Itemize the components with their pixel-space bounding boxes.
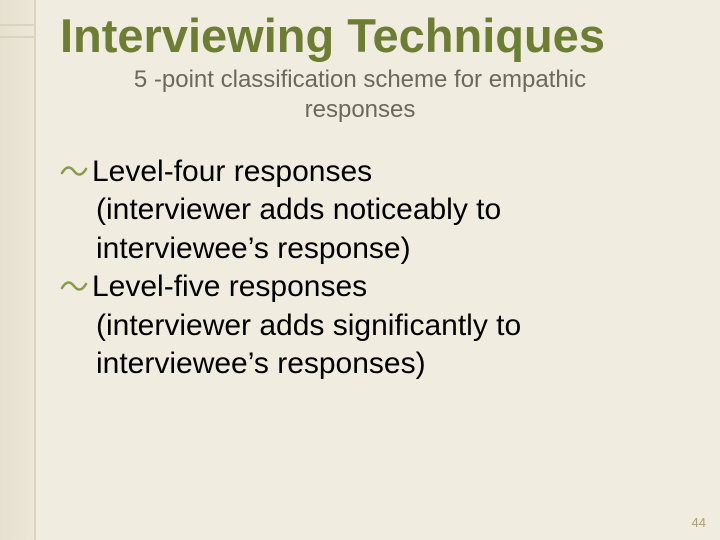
bullet-heading: Level-five responses <box>92 268 367 306</box>
side-rail <box>0 0 36 540</box>
bullet-paren-line: (interviewer adds noticeably to <box>60 191 700 229</box>
bullet-heading: Level-four responses <box>92 153 372 191</box>
bullet-paren-line: interviewee’s responses) <box>60 345 700 383</box>
page-number: 44 <box>692 515 706 530</box>
body-area: Level-four responses (interviewer adds n… <box>60 153 700 383</box>
bullet-item: Level-four responses <box>60 153 700 191</box>
slide-content: Interviewing Techniques 5 -point classif… <box>60 0 700 383</box>
slide-subtitle: 5 -point classification scheme for empat… <box>60 65 700 125</box>
subtitle-line2: responses <box>305 96 416 123</box>
bullet-paren-line: (interviewer adds significantly to <box>60 307 700 345</box>
bullet-icon <box>60 268 90 306</box>
subtitle-line1: 5 -point classification scheme for empat… <box>134 66 586 93</box>
bullet-paren-line: interviewee’s response) <box>60 230 700 268</box>
bullet-icon <box>60 153 90 191</box>
bullet-item: Level-five responses <box>60 268 700 306</box>
slide-title: Interviewing Techniques <box>60 8 700 63</box>
